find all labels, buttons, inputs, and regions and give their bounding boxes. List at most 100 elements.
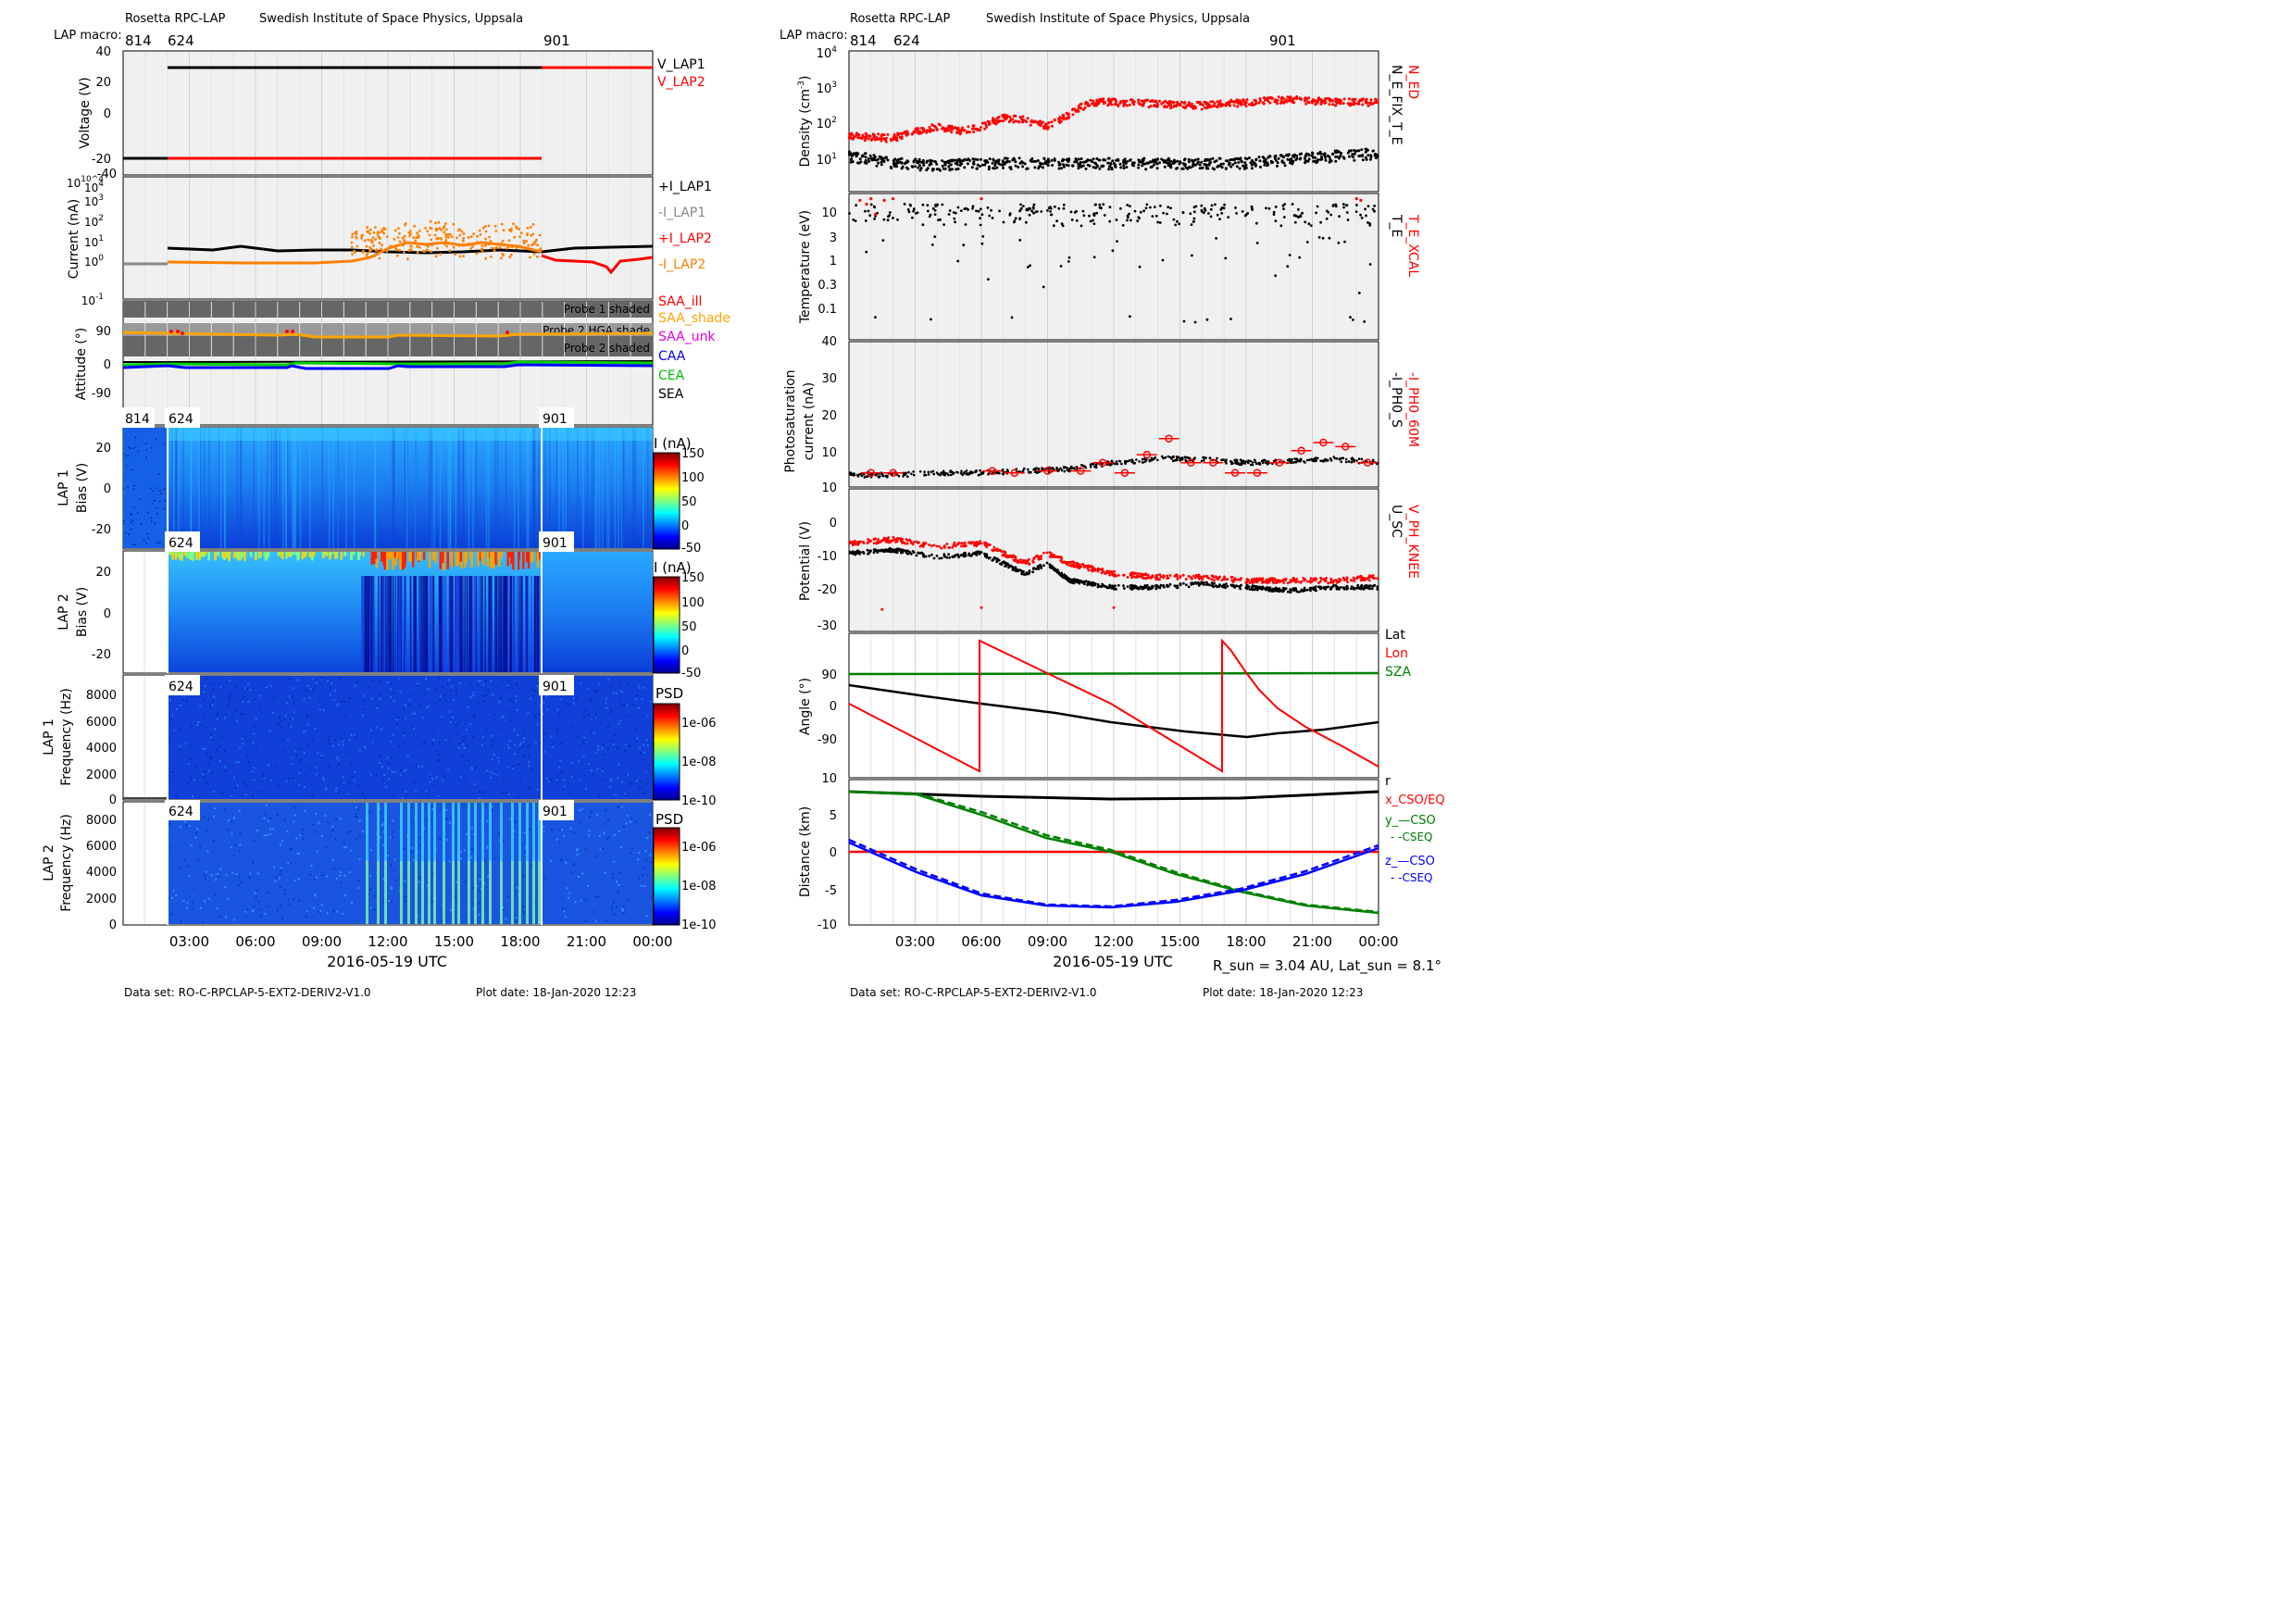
spectrogram-pixel: [401, 742, 404, 744]
data-point: [1172, 158, 1176, 162]
spectrogram-pixel: [287, 862, 290, 865]
spectrogram-pixel: [605, 706, 608, 709]
spectrogram-pixel: [268, 906, 270, 907]
data-point: [1067, 159, 1070, 163]
data-point: [1254, 458, 1256, 462]
spectrogram-pixel: [269, 779, 272, 781]
spectrogram-pixel: [228, 696, 230, 699]
data-point: [1001, 119, 1004, 123]
spectrogram-pixel: [465, 718, 468, 721]
data-point: [447, 232, 450, 236]
spectrogram-pixel: [391, 835, 393, 838]
data-point: [1270, 161, 1274, 165]
data-point: [1292, 461, 1294, 464]
spectrogram-pixel: [471, 848, 474, 851]
spectrogram-pixel: [334, 739, 336, 742]
spectrogram-pixel: [354, 684, 356, 687]
time-tick-label: 21:00: [567, 933, 606, 950]
spectrogram-pixel: [605, 919, 607, 921]
spectrogram-pixel: [493, 857, 496, 860]
spectrogram-pixel: [206, 850, 209, 853]
photosat-ytick: 10: [821, 446, 837, 460]
potential-panel: 10 0 -10 -20 -30 Potential (V) V_PH_KNEE…: [798, 481, 1420, 633]
spectrogram-pixel: [343, 732, 345, 735]
macro-tag-624: 624: [168, 680, 193, 694]
time-tick-label: 06:00: [235, 933, 275, 950]
spectrogram-pixel: [279, 873, 281, 875]
spectrogram-pixel: [448, 711, 451, 714]
spectrogram-pixel: [369, 906, 372, 909]
spectrogram-pixel: [175, 894, 178, 896]
spectrogram-stripe: [255, 552, 257, 556]
spectrogram-pixel: [338, 743, 341, 746]
data-point: [935, 204, 939, 206]
data-point: [481, 250, 484, 254]
data-point: [955, 131, 959, 134]
spectrogram-pixel: [256, 872, 259, 875]
spectrogram-pixel: [647, 743, 649, 746]
spectrogram-pixel: [175, 707, 178, 710]
data-point: [164, 499, 166, 502]
spectrogram-stripe: [393, 552, 396, 558]
data-point: [1046, 126, 1050, 130]
spectrogram-pixel: [510, 687, 513, 690]
data-point: [146, 532, 148, 535]
data-point: [887, 215, 890, 219]
spectrogram-pixel: [253, 779, 256, 781]
data-point: [1359, 198, 1363, 202]
spectrogram-stripe: [294, 428, 297, 548]
data-point: [1144, 206, 1148, 210]
macro-tag-624: 624: [168, 805, 193, 819]
data-point: [1118, 460, 1122, 463]
data-point: [1276, 161, 1279, 165]
data-point: [999, 119, 1002, 123]
data-point: [478, 229, 481, 232]
data-point: [1318, 97, 1322, 101]
spectrogram-pixel: [534, 702, 537, 704]
data-point: [854, 153, 857, 156]
data-point: [1027, 468, 1029, 471]
data-point: [980, 121, 984, 125]
spectrogram-pixel: [573, 774, 576, 777]
spectrogram-pixel: [460, 755, 463, 757]
data-point: [430, 227, 433, 231]
spectrogram-pixel: [214, 728, 217, 731]
spectrogram-pixel: [264, 813, 267, 816]
lap2-freq-ytick: 6000: [86, 840, 117, 854]
data-point: [403, 251, 406, 254]
spectrogram-pixel: [621, 907, 624, 910]
data-point: [1220, 103, 1224, 106]
data-point: [1366, 104, 1370, 107]
spectrogram-stripe: [224, 428, 226, 548]
spectrogram-pixel: [575, 696, 578, 699]
spectrogram-pixel: [502, 906, 505, 909]
data-point: [1142, 461, 1145, 464]
data-point: [361, 251, 365, 254]
data-point: [858, 198, 862, 202]
spectrogram-pixel: [508, 740, 511, 743]
legend-v-lap1: V_LAP1: [657, 57, 705, 72]
spectrogram-pixel: [256, 830, 258, 831]
data-point: [1037, 468, 1041, 471]
spectrogram-pixel: [252, 794, 255, 797]
spectrogram-pixel: [291, 756, 293, 759]
spectrogram-pixel: [404, 880, 406, 882]
spectrogram-pixel: [273, 866, 276, 868]
data-point: [1128, 158, 1131, 162]
spectrogram-stripe: [394, 576, 397, 672]
data-point: [1155, 157, 1159, 161]
spectrogram-pixel: [593, 717, 596, 719]
spectrogram-pixel: [336, 756, 339, 759]
current-ylabel: Current (nA): [67, 199, 81, 279]
spectrogram-stripe: [240, 428, 242, 548]
data-point: [438, 227, 442, 231]
data-point: [1082, 214, 1086, 218]
spectrogram-pixel: [595, 856, 598, 858]
spectrogram-pixel: [267, 819, 269, 822]
spectrogram-pixel: [382, 844, 385, 847]
spectrogram-pixel: [501, 716, 504, 718]
spectrogram-pixel: [628, 716, 630, 718]
data-point: [1143, 460, 1147, 463]
spectrogram-pixel: [482, 700, 485, 702]
data-point: [498, 246, 502, 249]
